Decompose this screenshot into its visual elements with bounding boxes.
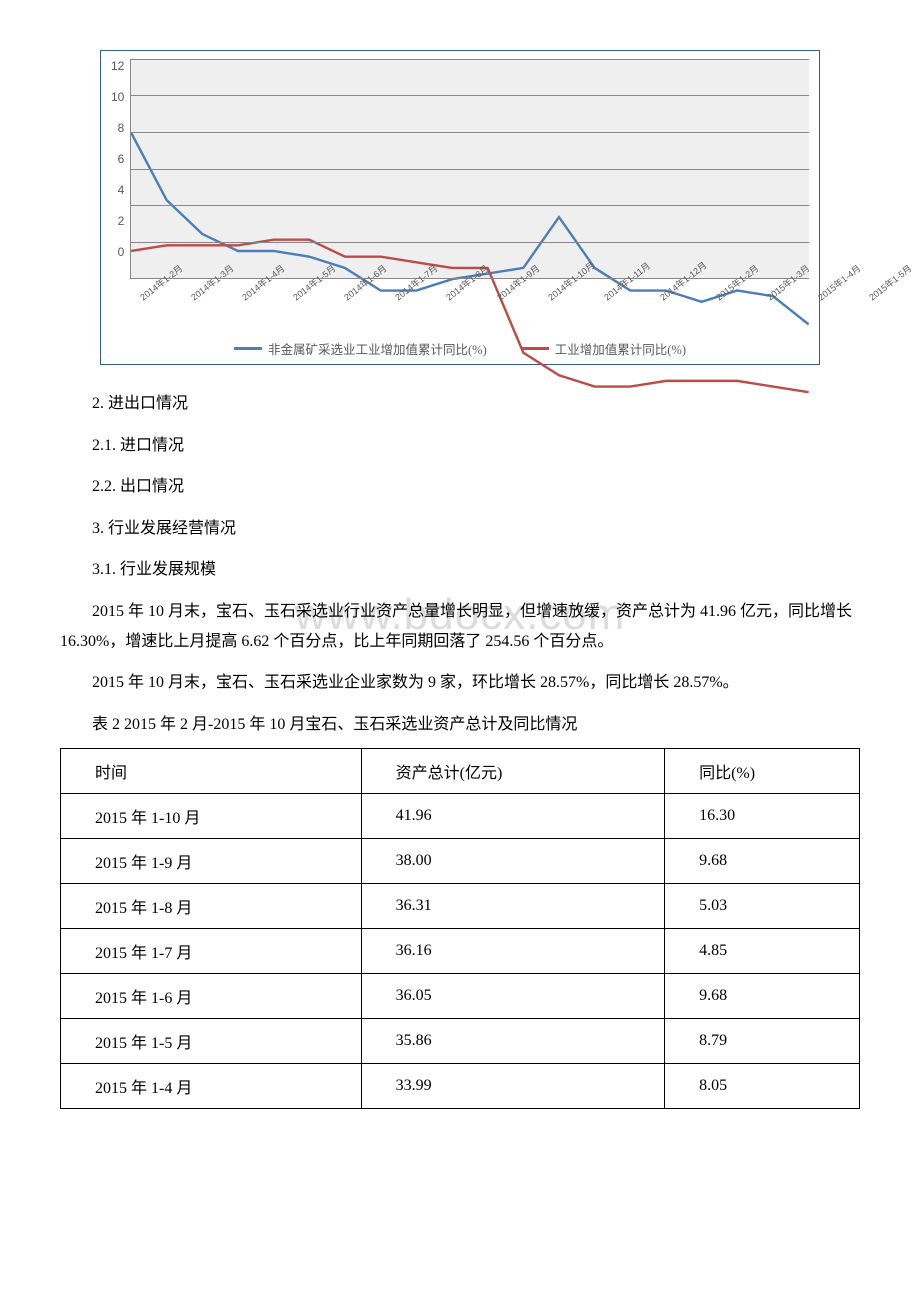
table-cell: 2015 年 1-5 月: [61, 1018, 362, 1063]
table-cell: 36.05: [361, 973, 664, 1018]
table-row: 2015 年 1-10 月41.9616.30: [61, 793, 860, 838]
legend-item: 工业增加值累计同比(%): [521, 339, 686, 358]
line-chart: 12 10 8 6 4 2 0 2014年1-2月2014年1-3月2014年1-4月201…: [100, 50, 820, 365]
assets-table: 时间资产总计(亿元)同比(%)2015 年 1-10 月41.9616.3020…: [60, 748, 860, 1109]
table-cell: 16.30: [665, 793, 860, 838]
table-cell: 2015 年 1-8 月: [61, 883, 362, 928]
x-tick-label: 2015年1-5月: [866, 262, 920, 319]
table-cell: 41.96: [361, 793, 664, 838]
x-tick-label: 2015年1-4月: [815, 262, 875, 319]
table-header-cell: 同比(%): [665, 748, 860, 793]
chart-x-axis: 2014年1-2月2014年1-3月2014年1-4月2014年1-5月2014…: [137, 279, 809, 325]
table-row: 2015 年 1-4 月33.998.05: [61, 1063, 860, 1108]
table-cell: 35.86: [361, 1018, 664, 1063]
table-cell: 4.85: [665, 928, 860, 973]
y-tick-label: 6: [118, 152, 125, 166]
chart-y-axis: 12 10 8 6 4 2 0: [111, 59, 130, 279]
y-tick-label: 4: [118, 183, 125, 197]
chart-legend: 非金属矿采选业工业增加值累计同比(%) 工业增加值累计同比(%): [111, 339, 809, 358]
section-2: 2. 进出口情况: [60, 389, 860, 419]
table-cell: 5.03: [665, 883, 860, 928]
y-tick-label: 12: [111, 59, 124, 73]
section-2-2: 2.2. 出口情况: [60, 472, 860, 502]
table-cell: 2015 年 1-4 月: [61, 1063, 362, 1108]
table-header-cell: 资产总计(亿元): [361, 748, 664, 793]
page-content: 12 10 8 6 4 2 0 2014年1-2月2014年1-3月2014年1-4月201…: [60, 50, 860, 1109]
table-row: 时间资产总计(亿元)同比(%): [61, 748, 860, 793]
table-cell: 33.99: [361, 1063, 664, 1108]
table-cell: 36.31: [361, 883, 664, 928]
table-row: 2015 年 1-7 月36.164.85: [61, 928, 860, 973]
section-3-1: 3.1. 行业发展规模: [60, 555, 860, 585]
y-tick-label: 8: [118, 121, 125, 135]
table-row: 2015 年 1-5 月35.868.79: [61, 1018, 860, 1063]
section-3: 3. 行业发展经营情况: [60, 514, 860, 544]
table-2-title: 表 2 2015 年 2 月-2015 年 10 月宝石、玉石采选业资产总计及同…: [60, 710, 860, 734]
table-cell: 2015 年 1-7 月: [61, 928, 362, 973]
body-paragraph-2: 2015 年 10 月末，宝石、玉石采选业企业家数为 9 家，环比增长 28.5…: [60, 668, 860, 698]
table-cell: 8.79: [665, 1018, 860, 1063]
table-cell: 2015 年 1-10 月: [61, 793, 362, 838]
legend-label: 非金属矿采选业工业增加值累计同比(%): [268, 339, 487, 358]
table-header-cell: 时间: [61, 748, 362, 793]
table-cell: 2015 年 1-9 月: [61, 838, 362, 883]
legend-line-icon: [234, 347, 262, 350]
legend-label: 工业增加值累计同比(%): [555, 339, 686, 358]
chart-plot-area: [130, 59, 809, 279]
legend-line-icon: [521, 347, 549, 350]
y-tick-label: 0: [118, 245, 125, 259]
table-cell: 9.68: [665, 973, 860, 1018]
table-cell: 38.00: [361, 838, 664, 883]
table-cell: 9.68: [665, 838, 860, 883]
table-row: 2015 年 1-6 月36.059.68: [61, 973, 860, 1018]
section-2-1: 2.1. 进口情况: [60, 431, 860, 461]
table-cell: 36.16: [361, 928, 664, 973]
table-cell: 8.05: [665, 1063, 860, 1108]
y-tick-label: 2: [118, 214, 125, 228]
table-cell: 2015 年 1-6 月: [61, 973, 362, 1018]
y-tick-label: 10: [111, 90, 124, 104]
table-row: 2015 年 1-9 月38.009.68: [61, 838, 860, 883]
table-row: 2015 年 1-8 月36.315.03: [61, 883, 860, 928]
body-paragraph-1: 2015 年 10 月末，宝石、玉石采选业行业资产总量增长明显，但增速放缓，资产…: [60, 597, 860, 656]
legend-item: 非金属矿采选业工业增加值累计同比(%): [234, 339, 487, 358]
